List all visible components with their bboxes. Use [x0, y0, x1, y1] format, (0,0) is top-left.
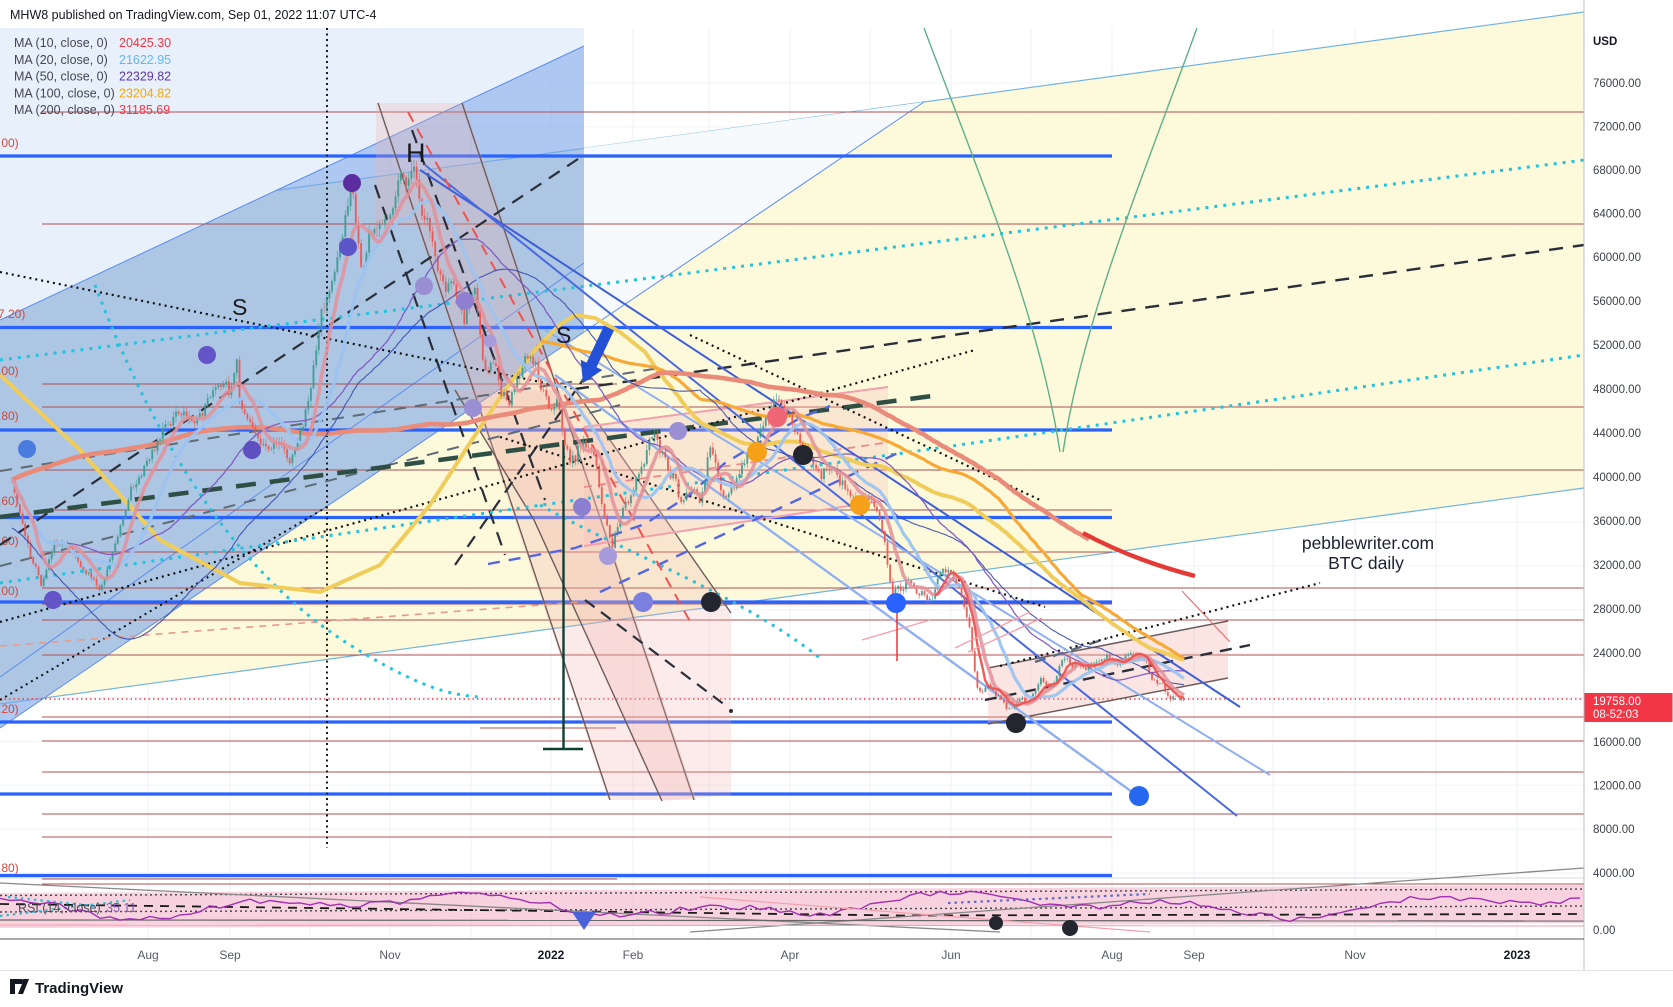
svg-text:BTC daily: BTC daily — [1328, 553, 1404, 573]
svg-text:Sep: Sep — [1183, 948, 1205, 962]
svg-text:36000.00: 36000.00 — [1593, 516, 1641, 528]
svg-text:16000.00: 16000.00 — [1593, 737, 1641, 749]
svg-text:23204.82: 23204.82 — [119, 86, 171, 100]
svg-text:.60): .60) — [0, 534, 19, 548]
svg-text:2023: 2023 — [1504, 948, 1531, 962]
svg-text:40000.00: 40000.00 — [1593, 472, 1641, 484]
svg-text:4000.00: 4000.00 — [1593, 868, 1635, 880]
svg-text:MHW8 published on TradingView.: MHW8 published on TradingView.com, Sep 0… — [10, 8, 376, 22]
svg-text:60000.00: 60000.00 — [1593, 252, 1641, 264]
svg-text:48000.00: 48000.00 — [1593, 384, 1641, 396]
svg-text:.80): .80) — [0, 409, 19, 423]
svg-text:28000.00: 28000.00 — [1593, 604, 1641, 616]
svg-text:52000.00: 52000.00 — [1593, 340, 1641, 352]
svg-text:44000.00: 44000.00 — [1593, 428, 1641, 440]
svg-text:MA (10, close, 0): MA (10, close, 0) — [14, 36, 108, 50]
svg-text:TradingView: TradingView — [35, 980, 123, 997]
svg-text:56000.00: 56000.00 — [1593, 296, 1641, 308]
svg-text:7.20): 7.20) — [0, 307, 25, 321]
svg-text:68000.00: 68000.00 — [1593, 165, 1641, 177]
svg-text:S: S — [556, 322, 571, 348]
svg-text:Nov: Nov — [1344, 948, 1365, 962]
svg-text:76000.00: 76000.00 — [1593, 78, 1641, 90]
svg-text:08-52:03: 08-52:03 — [1593, 709, 1638, 721]
svg-text:.20): .20) — [0, 702, 19, 716]
svg-text:2022: 2022 — [538, 948, 565, 962]
svg-text:Aug: Aug — [137, 948, 158, 962]
svg-text:MA (100, close, 0): MA (100, close, 0) — [14, 86, 115, 100]
svg-text:22329.82: 22329.82 — [119, 70, 171, 84]
svg-text:MA (200, close, 0): MA (200, close, 0) — [14, 103, 115, 117]
svg-text:.00): .00) — [0, 364, 19, 378]
svg-text:S: S — [232, 294, 247, 320]
svg-text:Jun: Jun — [941, 948, 960, 962]
svg-text:Sep: Sep — [219, 948, 241, 962]
svg-text:0.00: 0.00 — [1593, 925, 1615, 937]
svg-text:32000.00: 32000.00 — [1593, 560, 1641, 572]
svg-text:RSI (14, close): RSI (14, close) — [18, 901, 101, 915]
svg-text:19758.00: 19758.00 — [1593, 696, 1641, 708]
svg-text:21622.95: 21622.95 — [119, 53, 171, 67]
svg-text:12000.00: 12000.00 — [1593, 781, 1641, 793]
svg-text:72000.00: 72000.00 — [1593, 122, 1641, 134]
svg-text:pebblewriter.com: pebblewriter.com — [1302, 533, 1434, 553]
svg-text:24000.00: 24000.00 — [1593, 648, 1641, 660]
svg-text:Apr: Apr — [781, 948, 800, 962]
svg-text:31185.69: 31185.69 — [119, 103, 170, 117]
svg-text:64000.00: 64000.00 — [1593, 209, 1641, 221]
svg-text:Feb: Feb — [623, 948, 644, 962]
svg-text:Nov: Nov — [379, 948, 400, 962]
svg-text:.60): .60) — [0, 494, 19, 508]
svg-text:Aug: Aug — [1101, 948, 1122, 962]
svg-text:.00): .00) — [0, 584, 19, 598]
svg-text:MA (50, close, 0): MA (50, close, 0) — [14, 70, 108, 84]
svg-text:H: H — [406, 138, 426, 168]
svg-text:.00): .00) — [0, 136, 19, 150]
svg-text:.80): .80) — [0, 861, 19, 875]
svg-text:20425.30: 20425.30 — [119, 36, 171, 50]
svg-text:USD: USD — [1593, 36, 1617, 48]
svg-text:35.11: 35.11 — [106, 901, 136, 915]
svg-text:MA (20, close, 0): MA (20, close, 0) — [14, 53, 108, 67]
svg-text:8000.00: 8000.00 — [1593, 824, 1635, 836]
